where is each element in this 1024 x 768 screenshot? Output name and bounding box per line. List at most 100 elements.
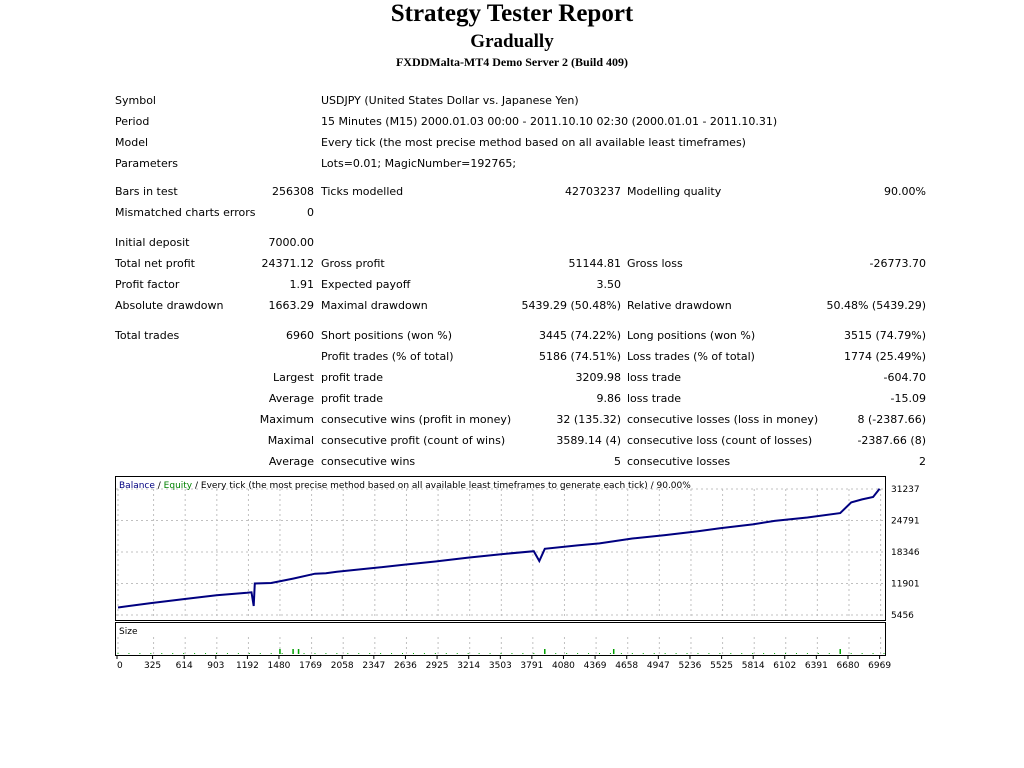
trade-value: 5186 (74.51%) bbox=[538, 350, 621, 363]
info-label: Period bbox=[115, 115, 150, 128]
chart-legend: Balance / Equity / Every tick (the most … bbox=[119, 481, 691, 491]
info-label: Model bbox=[115, 136, 149, 149]
trade-label: profit trade bbox=[321, 371, 384, 384]
info-value: USDJPY (United States Dollar vs. Japanes… bbox=[321, 94, 579, 107]
trade-label: profit trade bbox=[321, 392, 384, 405]
trade-label: consecutive profit (count of wins) bbox=[321, 434, 506, 447]
trade-prefix: Average bbox=[268, 455, 314, 468]
x-tick-label: 2636 bbox=[394, 661, 417, 671]
server-name: FXDDMalta-MT4 Demo Server 2 (Build 409) bbox=[395, 55, 629, 69]
stat-label: Profit factor bbox=[115, 278, 180, 291]
stat-label: Bars in test bbox=[115, 185, 178, 198]
stat-value: 3.50 bbox=[596, 278, 622, 291]
stat-value: -26773.70 bbox=[869, 257, 926, 270]
x-tick-label: 6102 bbox=[773, 661, 796, 671]
x-tick-label: 6680 bbox=[837, 661, 860, 671]
trade-value: 9.86 bbox=[596, 392, 622, 405]
trade-label: loss trade bbox=[627, 392, 682, 405]
x-tick-label: 3503 bbox=[489, 661, 512, 671]
trade-label: Profit trades (% of total) bbox=[321, 350, 454, 363]
stat-value: 5439.29 (50.48%) bbox=[521, 299, 621, 312]
stat-value: 1663.29 bbox=[268, 299, 315, 312]
trade-value: 32 (135.32) bbox=[556, 413, 621, 426]
trade-label: consecutive wins (profit in money) bbox=[321, 413, 512, 426]
balance-chart: Balance / Equity / Every tick (the most … bbox=[115, 476, 920, 621]
y-tick-label: 18346 bbox=[891, 548, 920, 558]
x-tick-label: 1480 bbox=[268, 661, 291, 671]
trade-label: consecutive losses (loss in money) bbox=[627, 413, 819, 426]
x-tick-label: 6969 bbox=[868, 661, 891, 671]
stat-label: Total net profit bbox=[115, 257, 195, 270]
trade-label: Loss trades (% of total) bbox=[627, 350, 755, 363]
trade-label: consecutive wins bbox=[321, 455, 416, 468]
trade-value: -604.70 bbox=[883, 371, 926, 384]
stat-label: Mismatched charts errors bbox=[115, 206, 256, 219]
y-tick-label: 11901 bbox=[891, 580, 920, 590]
trade-value: 1774 (25.49%) bbox=[843, 350, 926, 363]
info-value: Lots=0.01; MagicNumber=192765; bbox=[321, 157, 517, 170]
stat-label: Long positions (won %) bbox=[627, 329, 756, 342]
stat-value: 1.91 bbox=[289, 278, 315, 291]
trade-value: 3209.98 bbox=[575, 371, 622, 384]
y-tick-label: 5456 bbox=[891, 611, 914, 621]
trade-value: 3589.14 (4) bbox=[556, 434, 621, 447]
legend-rest: / Every tick (the most precise method ba… bbox=[192, 481, 691, 491]
x-tick-label: 614 bbox=[176, 661, 193, 671]
x-axis: 0 325 614 903 1192 1480 1769 2058 2347 2636 2925 32… bbox=[116, 656, 891, 671]
x-tick-label: 5525 bbox=[710, 661, 733, 671]
stat-label: Gross loss bbox=[627, 257, 683, 270]
stat-value: 0 bbox=[307, 206, 314, 219]
info-label: Parameters bbox=[115, 157, 178, 170]
x-tick-label: 1192 bbox=[236, 661, 259, 671]
x-tick-label: 2347 bbox=[362, 661, 385, 671]
stat-value: 90.00% bbox=[884, 185, 926, 198]
series-line-balance bbox=[117, 488, 881, 609]
trade-label: consecutive losses bbox=[627, 455, 731, 468]
x-tick-label: 0 bbox=[117, 661, 123, 671]
stat-label: Short positions (won %) bbox=[321, 329, 453, 342]
trade-label: consecutive loss (count of losses) bbox=[627, 434, 813, 447]
stat-label: Modelling quality bbox=[627, 185, 722, 198]
size-chart-svg: Size bbox=[117, 627, 885, 655]
stat-value: 3445 (74.22%) bbox=[538, 329, 621, 342]
size-chart: Size bbox=[115, 622, 886, 656]
legend-equity: Equity bbox=[164, 481, 193, 491]
stat-label: Initial deposit bbox=[115, 236, 190, 249]
x-tick-label: 4658 bbox=[615, 661, 638, 671]
x-tick-label: 3214 bbox=[457, 661, 480, 671]
y-tick-label: 24791 bbox=[891, 517, 920, 527]
x-tick-label: 4369 bbox=[584, 661, 607, 671]
report-title: Strategy Tester Report bbox=[390, 0, 634, 27]
trade-prefix: Maximum bbox=[259, 413, 314, 426]
stat-value: 7000.00 bbox=[268, 236, 315, 249]
stat-value: 6960 bbox=[286, 329, 314, 342]
expert-name: Gradually bbox=[470, 31, 554, 52]
stat-label: Gross profit bbox=[321, 257, 385, 270]
trade-value: 8 (-2387.66) bbox=[857, 413, 926, 426]
stat-label: Ticks modelled bbox=[321, 185, 404, 198]
x-tick-label: 4080 bbox=[552, 661, 575, 671]
x-tick-label: 5814 bbox=[742, 661, 765, 671]
stat-value: 3515 (74.79%) bbox=[843, 329, 926, 342]
balance-chart-svg: Balance / Equity / Every tick (the most … bbox=[116, 481, 920, 621]
x-tick-label: 6391 bbox=[805, 661, 828, 671]
x-tick-label: 903 bbox=[207, 661, 224, 671]
x-tick-label: 5236 bbox=[679, 661, 702, 671]
trade-value: 5 bbox=[614, 455, 621, 468]
stat-label: Relative drawdown bbox=[627, 299, 732, 312]
x-tick-label: 3791 bbox=[520, 661, 543, 671]
legend-sep1: / bbox=[155, 481, 164, 491]
stat-value: 51144.81 bbox=[568, 257, 622, 270]
stat-label: Absolute drawdown bbox=[115, 299, 224, 312]
trade-label: loss trade bbox=[627, 371, 682, 384]
x-tick-label: 4947 bbox=[647, 661, 670, 671]
x-tick-label: 1769 bbox=[299, 661, 322, 671]
trade-prefix: Average bbox=[268, 392, 314, 405]
stat-value: 256308 bbox=[272, 185, 314, 198]
legend-balance: Balance bbox=[119, 481, 155, 491]
x-tick-label: 2925 bbox=[426, 661, 449, 671]
stat-label: Expected payoff bbox=[321, 278, 411, 291]
info-label: Symbol bbox=[115, 94, 156, 107]
trade-value: -2387.66 (8) bbox=[857, 434, 926, 447]
trade-prefix: Maximal bbox=[267, 434, 314, 447]
